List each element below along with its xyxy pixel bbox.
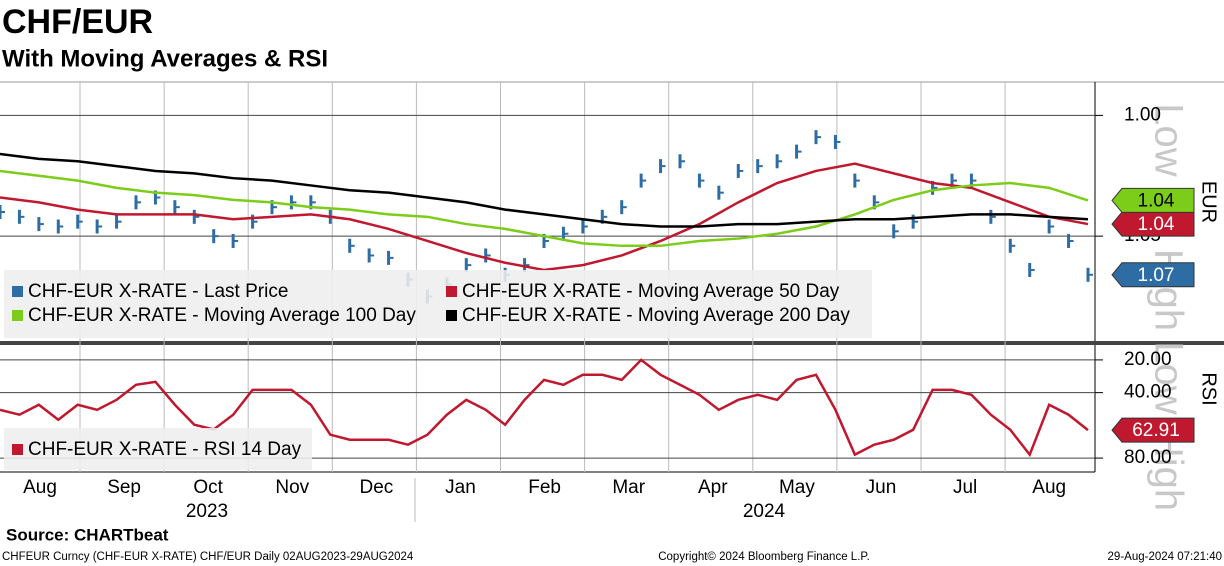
legend-box: [4, 270, 872, 338]
x-tick-label: Apr: [698, 477, 728, 498]
watermark: High: [1146, 249, 1190, 331]
chart-title: CHF/EUR: [2, 3, 153, 41]
legend-box: [4, 428, 312, 470]
y-tick-label: 40.00: [1124, 382, 1172, 403]
y-tick-label: 20.00: [1124, 349, 1172, 370]
value-label: 1.07: [1138, 265, 1175, 286]
series-line: [0, 162, 1089, 272]
legend-swatch: [12, 310, 23, 321]
y-tick-label: 80.00: [1124, 447, 1172, 468]
footer-right: 29-Aug-2024 07:21:40: [1108, 551, 1222, 563]
x-tick-label: Jun: [866, 477, 897, 498]
x-tick-label: Jan: [445, 477, 476, 498]
x-tick-label: Aug: [23, 477, 57, 498]
x-tick-label: Dec: [360, 477, 394, 498]
legend-label: CHF-EUR X-RATE - RSI 14 Day: [28, 439, 302, 460]
y-tick-label: 1.00: [1124, 104, 1161, 125]
footer-left: CHFEUR Curncy (CHF-EUR X-RATE) CHF/EUR D…: [2, 551, 414, 563]
x-tick-label: Jul: [953, 477, 977, 498]
y-axis-label: EUR: [1198, 181, 1220, 223]
year-label: 2024: [743, 501, 786, 522]
year-label: 2023: [186, 501, 228, 522]
x-tick-label: Mar: [612, 477, 645, 498]
x-tick-label: Oct: [193, 477, 223, 498]
series-line: [0, 152, 1089, 228]
x-tick-label: May: [779, 477, 815, 498]
legend-label: CHF-EUR X-RATE - Moving Average 200 Day: [462, 305, 850, 326]
watermark: Low: [1146, 103, 1190, 176]
legend-swatch: [12, 286, 23, 297]
legend-label: CHF-EUR X-RATE - Moving Average 100 Day: [28, 305, 416, 326]
chart-subtitle: With Moving Averages & RSI: [2, 45, 328, 72]
value-label: 1.04: [1138, 190, 1175, 211]
y-axis-label: RSI: [1198, 372, 1220, 405]
source: Source: CHARTbeat: [6, 525, 169, 544]
watermark: Low: [1146, 341, 1190, 414]
x-tick-label: Aug: [1032, 477, 1066, 498]
legend-swatch: [12, 444, 23, 455]
legend-label: CHF-EUR X-RATE - Moving Average 50 Day: [462, 281, 840, 302]
value-label-box: [1111, 187, 1195, 213]
series-line: [0, 358, 1089, 458]
x-tick-label: Sep: [107, 477, 141, 498]
legend-label: CHF-EUR X-RATE - Last Price: [28, 281, 288, 302]
legend-swatch: [446, 310, 457, 321]
x-tick-label: Feb: [528, 477, 561, 498]
footer-center: Copyright© 2024 Bloomberg Finance L.P.: [658, 551, 870, 563]
value-label: 62.91: [1132, 420, 1180, 441]
value-label-box: [1111, 262, 1195, 288]
value-label: 1.04: [1138, 214, 1175, 235]
series-line: [0, 169, 1089, 248]
x-tick-label: Nov: [275, 477, 309, 498]
legend-swatch: [446, 286, 457, 297]
value-label-box: [1111, 417, 1195, 443]
value-label-box: [1111, 211, 1195, 237]
